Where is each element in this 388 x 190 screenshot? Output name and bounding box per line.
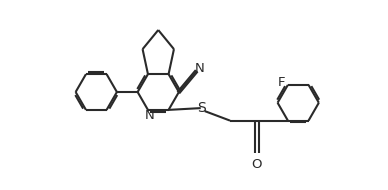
Text: F: F: [278, 76, 286, 89]
Text: N: N: [195, 62, 205, 75]
Text: N: N: [145, 109, 155, 122]
Text: S: S: [197, 101, 206, 115]
Text: O: O: [251, 158, 262, 171]
